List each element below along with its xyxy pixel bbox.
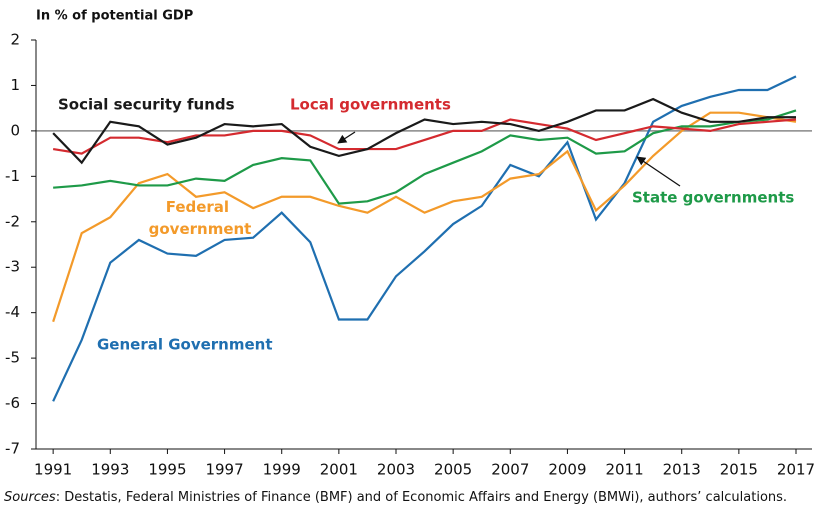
- y-tick-label: -2: [5, 212, 20, 230]
- x-tick-label: 2007: [491, 461, 529, 479]
- x-tick-label: 1991: [34, 461, 72, 479]
- x-tick-label: 2013: [663, 461, 701, 479]
- series-label: Social security funds: [58, 96, 235, 114]
- x-tick-label: 2005: [434, 461, 472, 479]
- y-tick-label: -3: [5, 258, 20, 276]
- series-line: [52, 111, 797, 323]
- series-label: State governments: [632, 189, 794, 207]
- source-text: : Destatis, Federal Ministries of Financ…: [56, 490, 787, 505]
- x-tick-label: 1995: [148, 461, 186, 479]
- x-tick-label: 2017: [777, 461, 815, 479]
- x-tick-label: 1997: [205, 461, 243, 479]
- source-label: Sources: [4, 490, 56, 505]
- x-tick-label: 2001: [320, 461, 358, 479]
- source: Sources: Destatis, Federal Ministries of…: [4, 490, 787, 505]
- y-tick-label: 2: [10, 31, 20, 49]
- y-tick-label: 0: [10, 121, 20, 139]
- series-line: [52, 75, 797, 402]
- x-tick-label: 1999: [263, 461, 301, 479]
- series-label: General Government: [97, 336, 273, 354]
- plot-area: -7 -6 -5 -4 -3 -2 -1 0 1 2 1991 1993 1995 1997 1999 200…: [5, 31, 815, 479]
- x-tick-label: 2003: [377, 461, 415, 479]
- series-label-line: Federal: [166, 198, 235, 216]
- series-label: Federal government: [149, 198, 252, 238]
- y-tick-label: 1: [10, 76, 20, 94]
- x-tick-label: 2011: [605, 461, 643, 479]
- series-label: Local governments: [290, 96, 451, 114]
- y-tick-label: -5: [5, 349, 20, 367]
- x-tick-label: 2015: [720, 461, 758, 479]
- y-axis-label: In % of potential GDP: [36, 9, 193, 24]
- arrow: [636, 156, 681, 187]
- x-tick-label: 2009: [548, 461, 586, 479]
- series-line: [52, 97, 796, 165]
- y-tick-label: -1: [5, 167, 20, 185]
- series-line: [52, 118, 797, 155]
- arrow: [337, 131, 356, 144]
- y-tick-label: -7: [5, 440, 20, 458]
- y-tick-label: -4: [5, 303, 20, 321]
- x-tick-label: 1993: [91, 461, 129, 479]
- series-label-line: government: [149, 220, 252, 238]
- y-tick-label: -6: [5, 394, 20, 412]
